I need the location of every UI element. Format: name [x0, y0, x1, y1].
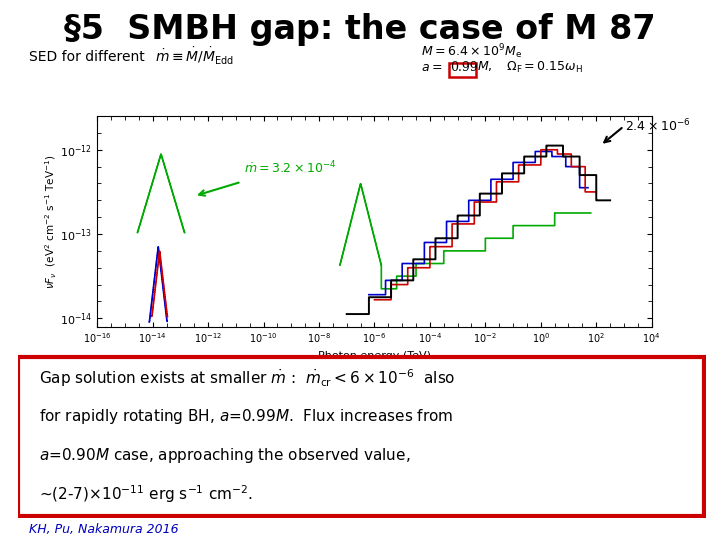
Text: KH, Pu, Nakamura 2016: KH, Pu, Nakamura 2016	[29, 523, 179, 536]
Text: ~(2-7)$\times$10$^{-11}$ erg s$^{-1}$ cm$^{-2}$.: ~(2-7)$\times$10$^{-11}$ erg s$^{-1}$ cm…	[39, 483, 253, 504]
Text: SED for different: SED for different	[29, 50, 149, 64]
Text: 0.99: 0.99	[450, 61, 477, 74]
X-axis label: Photon energy (TeV): Photon energy (TeV)	[318, 351, 431, 361]
Y-axis label: $\nu F_\nu$  (eV$^2$ cm$^{-2}$ s$^{-1}$ TeV$^{-1}$): $\nu F_\nu$ (eV$^2$ cm$^{-2}$ s$^{-1}$ T…	[43, 154, 58, 289]
Text: $M = 6.4\times10^9 M_{\rm e}$: $M = 6.4\times10^9 M_{\rm e}$	[421, 42, 522, 60]
Text: $a = $: $a = $	[421, 61, 443, 74]
FancyBboxPatch shape	[18, 357, 704, 516]
Text: $2.4\times10^{-6}$: $2.4\times10^{-6}$	[625, 118, 691, 134]
Text: $\dot{m} \equiv \dot{M} / \dot{M}_{\rm Edd}$: $\dot{m} \equiv \dot{M} / \dot{M}_{\rm E…	[155, 46, 234, 68]
Text: $a$=0.90$M$ case, approaching the observed value,: $a$=0.90$M$ case, approaching the observ…	[39, 447, 410, 465]
Text: $\dot{m} = 3.2\times10^{-4}$: $\dot{m} = 3.2\times10^{-4}$	[244, 160, 336, 177]
Text: §5  SMBH gap: the case of M 87: §5 SMBH gap: the case of M 87	[64, 14, 656, 46]
Text: Gap solution exists at smaller $\dot{m}$ :  $\dot{m}_{\rm cr} < 6\times10^{-6}$ : Gap solution exists at smaller $\dot{m}$…	[39, 368, 455, 389]
Text: $M, \quad \Omega_{\rm F} = 0.15\omega_{\rm H}$: $M, \quad \Omega_{\rm F} = 0.15\omega_{\…	[477, 60, 583, 75]
Text: for rapidly rotating BH, $a$=0.99$M$.  Flux increases from: for rapidly rotating BH, $a$=0.99$M$. Fl…	[39, 407, 453, 426]
